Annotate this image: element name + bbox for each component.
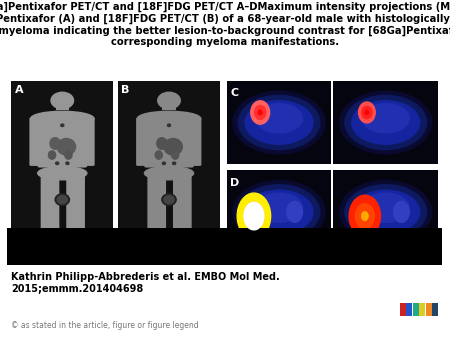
FancyBboxPatch shape: [173, 172, 192, 231]
Ellipse shape: [56, 162, 58, 165]
Ellipse shape: [55, 194, 69, 206]
Text: © as stated in the article, figure or figure legend: © as stated in the article, figure or fi…: [11, 320, 199, 330]
Ellipse shape: [349, 195, 381, 237]
Ellipse shape: [258, 110, 262, 115]
Ellipse shape: [233, 91, 325, 154]
Ellipse shape: [164, 195, 174, 204]
Ellipse shape: [352, 101, 420, 144]
Ellipse shape: [31, 111, 94, 126]
Bar: [7, 228, 442, 265]
Ellipse shape: [173, 162, 176, 165]
Ellipse shape: [356, 203, 374, 228]
Ellipse shape: [256, 193, 302, 222]
FancyBboxPatch shape: [40, 172, 59, 231]
Ellipse shape: [57, 195, 68, 204]
Ellipse shape: [61, 124, 64, 126]
Ellipse shape: [340, 91, 432, 154]
Ellipse shape: [365, 111, 369, 115]
Text: [68Ga]Pentixafor PET/CT and [18F]FDG PET/CT A–DMaximum intensity projections (MI: [68Ga]Pentixafor PET/CT and [18F]FDG PET…: [0, 2, 450, 47]
Bar: [118, 81, 220, 246]
Ellipse shape: [362, 212, 368, 220]
Ellipse shape: [164, 139, 182, 155]
Ellipse shape: [345, 185, 427, 239]
Bar: [419, 303, 425, 316]
Bar: [333, 170, 438, 254]
Bar: [426, 303, 432, 316]
FancyBboxPatch shape: [79, 118, 94, 166]
FancyBboxPatch shape: [136, 118, 152, 166]
Bar: [40, 115, 85, 130]
Ellipse shape: [352, 201, 368, 222]
Bar: [333, 81, 438, 164]
Ellipse shape: [57, 139, 76, 155]
Ellipse shape: [251, 212, 257, 221]
Ellipse shape: [345, 95, 427, 150]
Ellipse shape: [144, 167, 194, 180]
Ellipse shape: [251, 101, 270, 124]
FancyBboxPatch shape: [186, 118, 202, 166]
Ellipse shape: [362, 106, 372, 119]
Ellipse shape: [65, 151, 72, 159]
Bar: [56, 102, 69, 111]
Bar: [147, 115, 192, 130]
Bar: [400, 303, 406, 316]
FancyBboxPatch shape: [144, 116, 194, 168]
Ellipse shape: [362, 193, 409, 222]
Ellipse shape: [157, 138, 167, 149]
Ellipse shape: [251, 212, 257, 221]
Ellipse shape: [362, 104, 409, 133]
Ellipse shape: [238, 185, 320, 239]
Ellipse shape: [162, 162, 166, 165]
Ellipse shape: [167, 124, 171, 126]
Ellipse shape: [51, 92, 73, 109]
Bar: [413, 303, 419, 316]
Ellipse shape: [352, 190, 420, 234]
Ellipse shape: [162, 194, 176, 206]
Text: B: B: [122, 84, 130, 95]
Ellipse shape: [245, 201, 261, 222]
Bar: [227, 170, 331, 254]
Ellipse shape: [50, 138, 60, 149]
Bar: [227, 81, 331, 164]
Ellipse shape: [245, 101, 313, 144]
Text: [¹⁸F]FDG
PET/CT: MIP PET: [¹⁸F]FDG PET/CT: MIP PET: [128, 250, 210, 270]
Text: [⁶⁸Ga]Pentixafor
PET/CT: MIP PET: [⁶⁸Ga]Pentixafor PET/CT: MIP PET: [21, 250, 104, 270]
Ellipse shape: [362, 212, 368, 220]
Ellipse shape: [256, 104, 302, 133]
FancyBboxPatch shape: [29, 118, 45, 166]
Bar: [406, 303, 412, 316]
Ellipse shape: [245, 190, 313, 234]
Ellipse shape: [244, 202, 264, 230]
Ellipse shape: [38, 167, 87, 180]
Ellipse shape: [49, 151, 56, 159]
Bar: [432, 303, 438, 316]
Ellipse shape: [359, 102, 375, 123]
FancyBboxPatch shape: [66, 172, 85, 231]
FancyBboxPatch shape: [148, 172, 166, 231]
Ellipse shape: [255, 105, 266, 119]
Ellipse shape: [137, 111, 201, 126]
Bar: [11, 81, 113, 246]
Ellipse shape: [158, 92, 180, 109]
Ellipse shape: [237, 193, 270, 239]
Text: [¹⁸F]FDG
PET/CT: fusion ax: [¹⁸F]FDG PET/CT: fusion ax: [341, 250, 429, 270]
Ellipse shape: [66, 162, 69, 165]
Text: [⁶⁸Ga]Pentixafor
PET/CT: fusion ax: [⁶⁸Ga]Pentixafor PET/CT: fusion ax: [235, 250, 324, 270]
Ellipse shape: [233, 180, 325, 243]
Ellipse shape: [238, 95, 320, 150]
Ellipse shape: [155, 151, 162, 159]
Ellipse shape: [171, 151, 179, 159]
Text: C: C: [230, 89, 238, 98]
Text: EMBO
Molecular Medicine: EMBO Molecular Medicine: [338, 317, 423, 336]
FancyBboxPatch shape: [38, 116, 87, 168]
Text: D: D: [230, 178, 239, 188]
Text: Kathrin Philipp-Abbrederis et al. EMBO Mol Med.
2015;emmm.201404698: Kathrin Philipp-Abbrederis et al. EMBO M…: [11, 272, 280, 294]
Ellipse shape: [340, 180, 432, 243]
Bar: [162, 102, 176, 111]
Ellipse shape: [244, 202, 264, 230]
Ellipse shape: [287, 201, 302, 222]
Text: A: A: [14, 84, 23, 95]
Ellipse shape: [394, 201, 409, 222]
